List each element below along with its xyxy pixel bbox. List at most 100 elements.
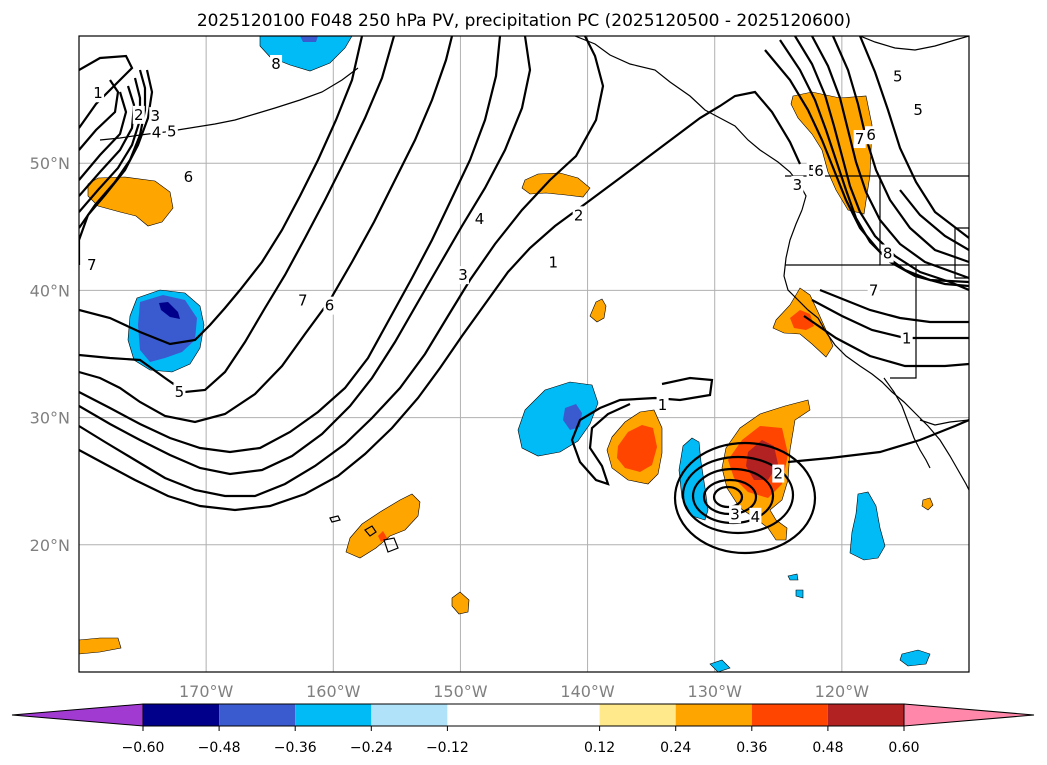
lon-tick-label: 150°W [433,682,488,701]
latitude-labels: 20°N 30°N 40°N 50°N [30,154,70,555]
pv-contour-3-west [79,91,128,181]
colorbar-segment [295,704,372,726]
colorbar-tick-label: −0.48 [198,740,241,756]
colorbar-segment [447,704,600,726]
colorbar-segment [599,704,676,726]
pv-contour-2-trough [79,36,605,498]
colorbar-segment [827,704,904,726]
colorbar-segment [675,704,752,726]
pv-label-background [772,464,785,483]
pv-label-background [85,255,98,274]
pv-contour-1-west [79,54,134,129]
lat-tick-label: 30°N [30,409,70,428]
pv-label-background [547,253,560,272]
pv-contour-label: 2 [134,106,144,124]
border-box-east [954,227,969,279]
pv-contour-label: 5 [167,122,177,140]
lon-tick-label: 160°W [306,682,361,701]
lon-tick-label: 170°W [179,682,234,701]
pv-label-background [749,507,762,526]
precip-region-orange-hawaii [345,493,421,559]
colorbar-segment [143,704,220,726]
chart-title: 2025120100 F048 250 hPa PV, precipitatio… [197,11,851,31]
pv-label-background [812,161,825,180]
pv-contour-label: 1 [93,84,103,102]
colorbar-segment [751,704,828,726]
lon-tick-label: 140°W [560,682,615,701]
pv-label-background [865,126,878,145]
precip-region-orange-tiny-east [921,497,934,511]
coastline-us-mexico [783,209,969,491]
pv-label-background [473,210,486,229]
pv-contour-label: 2 [574,206,584,224]
pv-label-background [900,329,913,348]
pv-contour-7-trough [79,36,364,346]
precip-region-blue-subtropical-east [517,381,599,457]
pv-contour-label: 7 [87,256,97,274]
longitude-labels: 170°W 160°W 150°W 140°W 130°W 120°W [179,682,869,701]
pv-contour-7-east-lower [811,299,969,340]
precip-region-blue-tiny-south [899,649,931,667]
pv-label-background [791,175,804,194]
colorbar-tick-label: −0.36 [274,740,317,756]
pv-label-background [656,395,669,414]
pv-label-background [132,105,145,124]
colorbar-segment [371,704,448,726]
colorbar-tick-label: 0.24 [660,740,691,756]
pv-contour-label: 4 [751,508,761,526]
pv-contour-label: 6 [814,162,824,180]
pv-contour-label: 4 [475,210,485,228]
pv-label-background [853,130,866,149]
colorbar-tick-label: −0.60 [122,740,165,756]
colorbar-outline [142,703,905,727]
lon-tick-label: 130°W [688,682,743,701]
precip-region-blue-tiny-bottom [709,659,731,672]
pv-contour-3-east [779,39,969,288]
colorbar-tick-label: −0.24 [350,740,393,756]
map-frame [78,35,970,673]
pv-contour-6-trough [79,36,396,394]
pv-contour-label: 7 [298,292,308,310]
precip-region-blue-island-2 [795,589,804,599]
pv-contour-label: 5 [808,162,818,180]
pv-contour-4-trough [79,36,502,454]
pv-contour-6-cutoff [712,485,744,509]
coastline-baja [883,377,931,469]
pv-contour-label: 8 [883,245,893,263]
colorbar: −0.60 −0.48 −0.36 −0.24 −0.12 0.12 0.24 0.36 0.4… [11,703,1035,756]
pv-label-background [92,84,105,103]
pv-contour-3-cutoff [681,455,795,535]
pv-contour-label: 1 [548,253,558,271]
pv-label-background [891,67,904,86]
pv-contour-label: 7 [869,281,879,299]
pv-contour-2-east [764,49,969,284]
pv-label-background [912,100,925,119]
pv-label-background [149,107,162,126]
pv-contour-7-west [79,69,154,265]
colorbar-tick-label: 0.36 [736,740,767,756]
pv-contour-8-east-lower [819,288,969,324]
pv-contour-2-west [79,79,120,151]
pv-contour-label: 3 [730,505,740,523]
precip-region-orange-british-columbia [790,91,873,215]
pv-contour-label: 6 [866,126,876,144]
pv-contour-5-east [811,36,969,280]
precip-region-blue-island-1 [787,573,799,581]
pv-contour-label: 7 [855,130,865,148]
colorbar-extend-high [903,703,1035,727]
hawaii-islands [329,515,399,553]
pv-contour-label: 4 [152,124,162,142]
pv-contour-label: 3 [793,176,803,194]
pv-contour-1-subtropical [570,376,714,486]
pv-contour-4-east [794,36,969,292]
pv-contour-5-west [79,77,142,213]
precip-region-orange-california [772,287,834,358]
pv-contours [79,36,969,555]
precip-region-orange-small-38n [589,298,607,323]
precip-region-orange-sw-corner [79,637,122,655]
pv-contour-5-trough [79,36,454,424]
pv-label-background [881,244,894,263]
